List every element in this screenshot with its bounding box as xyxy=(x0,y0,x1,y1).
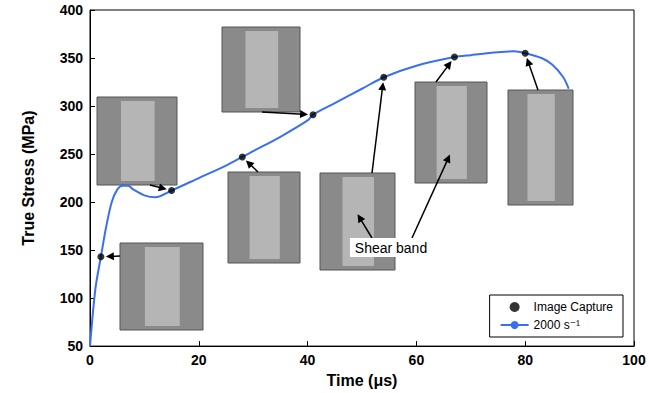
svg-text:60: 60 xyxy=(409,352,425,368)
svg-text:Time (μs): Time (μs) xyxy=(327,372,398,389)
svg-text:Image Capture: Image Capture xyxy=(534,300,614,314)
svg-text:Shear band: Shear band xyxy=(355,240,427,256)
svg-text:True Stress (MPa): True Stress (MPa) xyxy=(20,110,37,245)
svg-text:40: 40 xyxy=(300,352,316,368)
svg-text:80: 80 xyxy=(517,352,533,368)
svg-text:20: 20 xyxy=(191,352,207,368)
svg-text:2000 s⁻¹: 2000 s⁻¹ xyxy=(534,318,580,332)
svg-text:200: 200 xyxy=(60,194,84,210)
svg-text:100: 100 xyxy=(622,352,646,368)
svg-text:250: 250 xyxy=(60,146,84,162)
svg-text:50: 50 xyxy=(67,338,83,354)
svg-text:350: 350 xyxy=(60,50,84,66)
svg-text:150: 150 xyxy=(60,242,84,258)
svg-text:100: 100 xyxy=(60,290,84,306)
svg-text:400: 400 xyxy=(60,2,84,18)
svg-text:300: 300 xyxy=(60,98,84,114)
svg-text:0: 0 xyxy=(86,352,94,368)
